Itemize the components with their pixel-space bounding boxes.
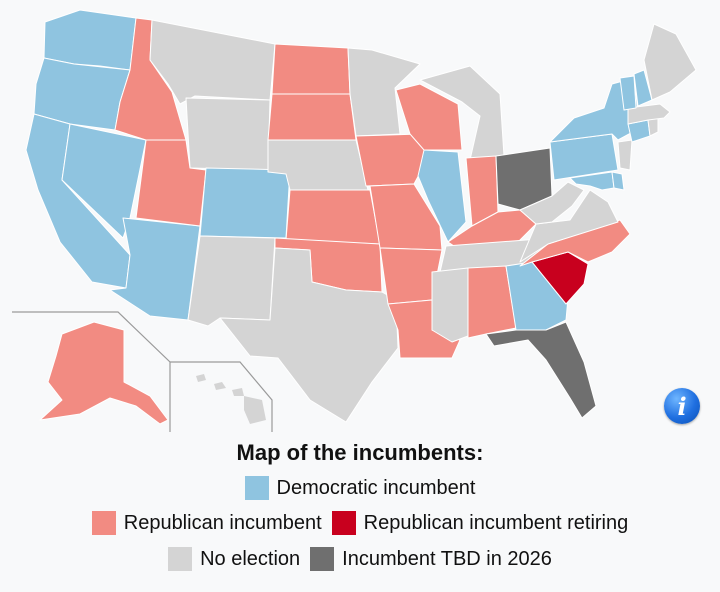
us-map: i <box>12 9 700 432</box>
info-icon[interactable]: i <box>664 388 700 424</box>
legend-label-none: No election <box>200 547 301 570</box>
state-VT[interactable] <box>619 75 637 111</box>
state-DE[interactable] <box>611 171 625 191</box>
state-MA[interactable] <box>627 103 671 125</box>
state-VA[interactable] <box>519 189 619 263</box>
legend-label-rep: Republican incumbent <box>123 511 322 534</box>
legend-item-dem: Democratic incumbent <box>244 476 476 500</box>
state-CO[interactable] <box>199 167 291 239</box>
state-NJ[interactable] <box>617 139 633 171</box>
legend-label-dem: Democratic incumbent <box>276 476 476 499</box>
state-HI[interactable] <box>196 374 266 424</box>
legend-title: Map of the incumbents: <box>236 440 484 465</box>
legend-swatch-rep <box>91 511 116 535</box>
state-MN[interactable] <box>347 47 421 137</box>
legend-row-3: No election Incumbent TBD in 2026 <box>0 547 720 571</box>
state-WY[interactable] <box>185 97 271 171</box>
legend-item-rep-retiring: Republican incumbent retiring <box>331 511 629 535</box>
state-AK[interactable] <box>39 321 169 425</box>
state-ND[interactable] <box>271 43 351 95</box>
legend-label-rep-retiring: Republican incumbent retiring <box>363 511 629 534</box>
legend-row-2: Republican incumbent Republican incumben… <box>0 511 720 535</box>
state-AZ[interactable] <box>109 217 201 321</box>
state-WI[interactable] <box>395 83 463 151</box>
legend-swatch-rep-retiring <box>331 511 356 535</box>
legend-label-tbd: Incumbent TBD in 2026 <box>342 547 552 570</box>
legend-row-1: Democratic incumbent <box>0 476 720 500</box>
state-WV[interactable] <box>519 181 585 225</box>
legend-swatch-none <box>168 547 193 571</box>
legend-swatch-dem <box>244 476 269 500</box>
legend-item-rep: Republican incumbent <box>91 511 322 535</box>
state-MS[interactable] <box>431 267 469 343</box>
legend-swatch-tbd <box>310 547 335 571</box>
state-FL[interactable] <box>485 321 597 419</box>
state-KS[interactable] <box>285 189 381 245</box>
state-RI[interactable] <box>647 117 659 137</box>
state-TX[interactable] <box>219 247 399 423</box>
state-SD[interactable] <box>267 93 357 141</box>
state-AL[interactable] <box>467 265 517 339</box>
legend-item-none: No election <box>168 547 300 571</box>
state-ME[interactable] <box>643 23 697 101</box>
legend-item-tbd: Incumbent TBD in 2026 <box>310 547 552 571</box>
state-NM[interactable] <box>187 235 276 327</box>
state-MO[interactable] <box>369 183 443 251</box>
